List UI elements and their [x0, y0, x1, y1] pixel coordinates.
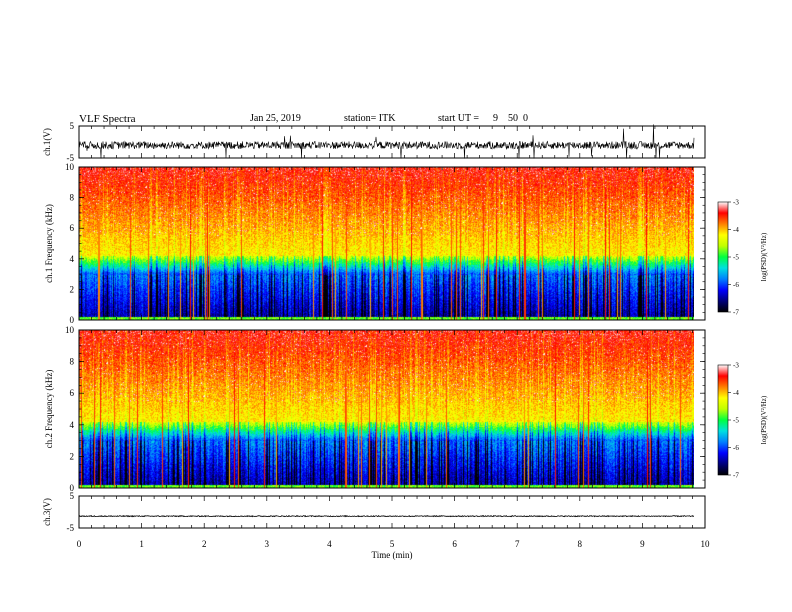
- spectrogram-ch2-image: [79, 330, 694, 488]
- x-tick-label: 4: [327, 539, 332, 549]
- ch1-waveform-line: [78, 124, 695, 159]
- y-tick-label-ch2-spec: 0: [70, 483, 75, 493]
- colorbar-tick-label-ch1: -5: [733, 254, 739, 262]
- y-tick-label-ch2-spec: 4: [70, 420, 75, 430]
- spectrogram-ch1-image: [79, 167, 694, 320]
- y-tick-label-ch2-spec: 6: [70, 388, 75, 398]
- x-tick-label: 5: [390, 539, 395, 549]
- y-tick-label-ch3-wave: 5: [70, 491, 75, 501]
- y-tick-label-ch1-spec: 6: [70, 223, 75, 233]
- y-tick-label-ch1-wave: -5: [67, 153, 75, 163]
- date-label: Jan 25, 2019: [250, 113, 301, 124]
- start-ut-minute: 50: [508, 113, 518, 124]
- colorbar-label-ch2: log(PSD)(V²/Hz): [760, 395, 768, 444]
- y-tick-label-ch1-spec: 4: [70, 254, 75, 264]
- y-tick-label-ch3-wave: -5: [67, 523, 75, 533]
- x-tick-label: 10: [701, 539, 711, 549]
- y-tick-label-ch1-spec: 0: [70, 315, 75, 325]
- x-tick-label: 1: [139, 539, 144, 549]
- y-tick-label-ch1-spec: 8: [70, 193, 75, 203]
- station-label: station= ITK: [344, 113, 396, 124]
- colorbar-ch1: [717, 201, 729, 313]
- x-tick-label: 0: [77, 539, 82, 549]
- x-axis-label: Time (min): [372, 550, 413, 560]
- start-ut-second: 0: [523, 113, 528, 124]
- ch3-waveform-ylabel: ch.3(V): [42, 498, 52, 526]
- y-tick-label-ch1-wave: 5: [70, 121, 75, 131]
- colorbar-tick-label-ch1: -7: [733, 309, 739, 317]
- y-tick-label-ch2-spec: 8: [70, 357, 75, 367]
- colorbar-tick-label-ch2: -4: [733, 389, 739, 397]
- ch3-waveform-line: [79, 514, 695, 518]
- ch1-spectrogram-ylabel: ch.1 Frequency (kHz): [44, 204, 54, 283]
- colorbar-tick-label-ch1: -6: [733, 281, 739, 289]
- y-tick-label-ch1-spec: 2: [70, 284, 75, 294]
- colorbar-tick-label-ch2: -3: [733, 362, 739, 370]
- y-tick-label-ch1-spec: 10: [65, 162, 75, 172]
- start-ut-label: start UT =: [438, 113, 480, 124]
- y-tick-label-ch2-spec: 2: [70, 451, 75, 461]
- y-tick-label-ch2-spec: 10: [65, 325, 75, 335]
- x-tick-label: 3: [265, 539, 270, 549]
- x-tick-label: 9: [640, 539, 645, 549]
- colorbar-tick-label-ch1: -3: [733, 199, 739, 207]
- start-ut-hour: 9: [493, 113, 498, 124]
- colorbar-tick-label-ch2: -7: [733, 472, 739, 480]
- x-tick-label: 2: [202, 539, 207, 549]
- colorbar-tick-label-ch1: -4: [733, 226, 739, 234]
- chart-title: VLF Spectra: [79, 113, 136, 125]
- colorbar-ch2: [717, 364, 729, 476]
- colorbar-tick-label-ch2: -5: [733, 417, 739, 425]
- ch2-spectrogram-ylabel: ch.2 Frequency (kHz): [44, 370, 54, 449]
- x-tick-label: 8: [578, 539, 583, 549]
- x-tick-label: 7: [515, 539, 520, 549]
- colorbar-tick-label-ch2: -6: [733, 444, 739, 452]
- ch1-waveform-ylabel: ch.1(V): [42, 128, 52, 156]
- x-tick-label: 6: [452, 539, 457, 549]
- colorbar-label-ch1: log(PSD)(V²/Hz): [760, 232, 768, 281]
